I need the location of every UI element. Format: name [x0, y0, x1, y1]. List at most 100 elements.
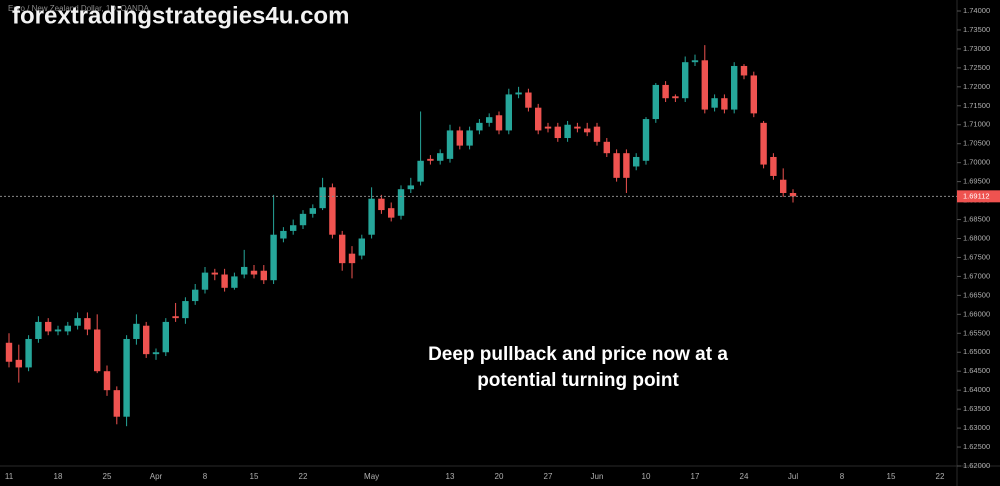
candle-body: [456, 130, 463, 146]
candle-body: [564, 124, 571, 139]
x-tick-label: 8: [203, 472, 208, 481]
x-tick-label: Jun: [591, 472, 604, 481]
candle-body: [260, 270, 267, 281]
y-tick-label: 1.64500: [963, 366, 990, 375]
candle-body: [780, 179, 787, 193]
y-tick-label: 1.72000: [963, 82, 990, 91]
y-tick-label: 1.66500: [963, 290, 990, 299]
x-tick-label: 13: [446, 472, 455, 481]
candle-body: [192, 289, 199, 302]
last-price-label: 1.69112: [963, 191, 990, 200]
candle-body: [417, 160, 424, 182]
candle-body: [103, 371, 111, 391]
candle-body: [45, 321, 52, 332]
x-tick-label: 17: [691, 472, 700, 481]
candle-body: [74, 318, 81, 326]
x-tick-label: 15: [250, 472, 259, 481]
y-tick-label: 1.69500: [963, 177, 990, 186]
y-tick-label: 1.63500: [963, 404, 990, 413]
y-tick-label: 1.70000: [963, 158, 990, 167]
candle-body: [172, 316, 179, 319]
candle-body: [535, 107, 542, 131]
y-tick-label: 1.64000: [963, 385, 990, 394]
candle-body: [486, 117, 493, 123]
x-tick-label: Jul: [788, 472, 798, 481]
y-tick-label: 1.73500: [963, 25, 990, 34]
candle-body: [682, 62, 689, 99]
candle-body: [789, 193, 797, 197]
candle-body: [94, 329, 101, 372]
candle-body: [368, 198, 375, 235]
candle-body: [35, 321, 42, 339]
candle-body: [378, 198, 385, 211]
y-tick-label: 1.73000: [963, 44, 990, 53]
y-tick-label: 1.65500: [963, 328, 990, 337]
candle-body: [358, 238, 365, 256]
candle-body: [241, 266, 248, 275]
y-tick-label: 1.66000: [963, 309, 990, 318]
x-tick-label: 10: [642, 472, 651, 481]
candle-body: [574, 126, 581, 129]
x-tick-label: 27: [544, 472, 553, 481]
candle-body: [652, 84, 659, 120]
candle-body: [143, 325, 150, 355]
candle-body: [64, 325, 71, 332]
candle-body: [633, 156, 640, 167]
candle-body: [5, 342, 13, 362]
x-tick-label: 8: [840, 472, 845, 481]
candle-body: [250, 270, 258, 275]
x-tick-label: May: [364, 472, 379, 481]
y-tick-label: 1.70500: [963, 139, 990, 148]
y-tick-label: 1.65000: [963, 347, 990, 356]
candle-body: [495, 115, 503, 131]
candle-body: [113, 390, 120, 417]
candle-body: [701, 60, 708, 110]
candle-body: [270, 234, 277, 281]
candle-body: [182, 301, 189, 319]
candle-body: [505, 94, 512, 131]
candle-body: [721, 98, 728, 110]
x-tick-label: 11: [5, 472, 14, 481]
candle-body: [309, 208, 316, 214]
candle-body: [231, 276, 238, 288]
y-tick-label: 1.62500: [963, 442, 990, 451]
y-tick-label: 1.71000: [963, 120, 990, 129]
x-tick-label: 18: [54, 472, 63, 481]
candle-body: [731, 65, 738, 110]
annotation: Deep pullback and price now at a: [428, 344, 728, 365]
candle-body: [54, 329, 62, 332]
candle-body: [201, 272, 209, 290]
x-tick-label: 22: [299, 472, 308, 481]
candle-body: [25, 338, 32, 368]
x-tick-label: 22: [936, 472, 945, 481]
candle-body: [339, 234, 346, 264]
candle-body: [162, 321, 169, 353]
annotation: potential turning point: [477, 370, 679, 391]
candle-body: [740, 65, 748, 76]
candle-body: [603, 141, 610, 154]
y-tick-label: 1.68000: [963, 233, 990, 242]
candle-body: [319, 187, 326, 209]
candle-body: [554, 126, 561, 139]
y-tick-label: 1.74000: [963, 6, 990, 15]
candle-body: [672, 96, 679, 99]
y-tick-label: 1.63000: [963, 423, 990, 432]
candle-body: [770, 156, 777, 176]
candle-body: [329, 187, 336, 235]
candle-body: [544, 126, 552, 129]
y-tick-label: 1.71500: [963, 101, 990, 110]
candle-body: [584, 128, 591, 133]
candle-body: [133, 323, 140, 339]
candle-body: [397, 189, 405, 216]
x-tick-label: 24: [740, 472, 749, 481]
candle-body: [348, 253, 356, 264]
candle-body: [623, 153, 630, 178]
x-tick-label: Apr: [150, 472, 163, 481]
x-tick-label: 15: [887, 472, 896, 481]
candle-body: [211, 272, 218, 275]
candle-body: [476, 122, 483, 131]
y-tick-label: 1.68500: [963, 215, 990, 224]
candle-body: [525, 92, 532, 108]
